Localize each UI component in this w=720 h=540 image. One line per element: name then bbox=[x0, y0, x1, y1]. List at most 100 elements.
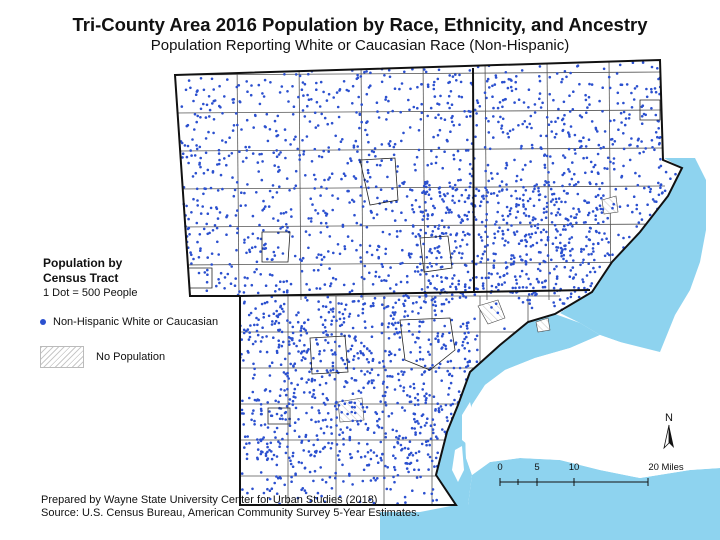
population-dot bbox=[303, 321, 306, 324]
population-dot bbox=[293, 429, 297, 433]
population-dot bbox=[580, 115, 584, 119]
population-dot bbox=[581, 261, 585, 264]
population-dot bbox=[424, 399, 428, 402]
population-dot bbox=[483, 250, 487, 253]
population-dot bbox=[463, 285, 467, 289]
population-dot bbox=[341, 312, 345, 316]
population-dot bbox=[347, 349, 350, 353]
population-dot bbox=[414, 396, 417, 400]
population-dot bbox=[573, 172, 576, 176]
population-dot bbox=[391, 109, 395, 113]
population-dot bbox=[492, 259, 496, 263]
population-dot bbox=[646, 203, 649, 206]
population-dot bbox=[494, 74, 498, 77]
population-dot bbox=[395, 200, 398, 203]
population-dot bbox=[461, 292, 465, 296]
population-dot bbox=[443, 225, 446, 229]
population-dot bbox=[319, 263, 323, 267]
population-dot bbox=[550, 258, 553, 262]
population-dot bbox=[458, 73, 461, 77]
population-dot bbox=[457, 390, 461, 393]
population-dot bbox=[306, 318, 310, 322]
population-dot bbox=[451, 402, 455, 406]
population-dot bbox=[190, 211, 193, 214]
population-dot bbox=[274, 290, 277, 293]
population-dot bbox=[361, 479, 365, 483]
population-dot bbox=[436, 402, 440, 406]
population-dot bbox=[505, 188, 509, 191]
population-dot bbox=[498, 190, 501, 193]
population-dot bbox=[538, 97, 541, 101]
population-dot bbox=[321, 323, 325, 327]
population-dot bbox=[556, 211, 560, 214]
population-dot bbox=[362, 344, 366, 348]
population-dot bbox=[653, 148, 656, 152]
population-dot bbox=[522, 205, 525, 208]
population-dot bbox=[506, 132, 510, 135]
population-dot bbox=[496, 311, 500, 315]
no-population-area bbox=[535, 317, 551, 333]
population-dot bbox=[494, 252, 497, 256]
population-dot bbox=[503, 244, 506, 247]
population-dot bbox=[485, 96, 488, 100]
population-dot bbox=[598, 204, 602, 207]
population-dot bbox=[452, 124, 456, 127]
population-dot bbox=[530, 225, 533, 228]
population-dot bbox=[592, 242, 595, 246]
population-dot bbox=[664, 170, 668, 174]
county-boundaries bbox=[173, 58, 684, 506]
population-dot bbox=[490, 192, 493, 195]
population-dot bbox=[261, 336, 264, 339]
population-dot bbox=[441, 166, 445, 170]
population-dot bbox=[251, 390, 255, 394]
population-dot bbox=[463, 370, 467, 373]
population-dot bbox=[427, 279, 431, 282]
population-dot bbox=[241, 399, 244, 403]
population-dot bbox=[278, 445, 281, 449]
population-dot bbox=[597, 143, 601, 147]
population-dot bbox=[401, 248, 404, 252]
population-dot bbox=[312, 173, 316, 177]
population-dot bbox=[431, 363, 434, 367]
population-dot bbox=[473, 317, 476, 321]
population-dot bbox=[528, 221, 532, 225]
population-dot bbox=[392, 153, 396, 157]
population-dot bbox=[628, 235, 631, 239]
population-dot bbox=[543, 279, 547, 283]
population-dot bbox=[354, 177, 357, 180]
population-dot bbox=[635, 207, 638, 211]
population-dot bbox=[381, 452, 384, 456]
population-dot bbox=[518, 286, 521, 289]
population-dot bbox=[540, 218, 543, 222]
population-dot bbox=[573, 216, 576, 219]
population-dot bbox=[331, 353, 335, 356]
population-dot bbox=[329, 447, 333, 450]
population-dot bbox=[386, 466, 390, 469]
population-dot bbox=[248, 335, 252, 339]
population-dot bbox=[319, 231, 323, 234]
population-dot bbox=[403, 495, 407, 499]
population-dot bbox=[333, 351, 337, 354]
population-dot bbox=[330, 172, 334, 175]
population-dot bbox=[324, 418, 327, 422]
population-dot bbox=[528, 197, 532, 200]
population-dot bbox=[560, 200, 563, 204]
population-dot bbox=[529, 235, 532, 239]
population-dot bbox=[352, 354, 356, 358]
population-dot bbox=[437, 338, 440, 342]
population-dot bbox=[622, 147, 626, 151]
population-dot bbox=[437, 68, 441, 72]
population-dot bbox=[187, 217, 190, 221]
population-dot bbox=[424, 70, 428, 74]
population-dot bbox=[429, 197, 433, 200]
population-dot bbox=[344, 174, 347, 178]
population-dot bbox=[542, 259, 545, 263]
population-dot bbox=[488, 147, 492, 151]
population-dot bbox=[528, 122, 531, 126]
population-dot bbox=[291, 331, 295, 335]
population-dot bbox=[546, 239, 550, 242]
population-dot bbox=[532, 204, 536, 208]
population-dot bbox=[644, 147, 647, 150]
population-dot bbox=[415, 459, 419, 462]
population-dot bbox=[650, 65, 654, 69]
